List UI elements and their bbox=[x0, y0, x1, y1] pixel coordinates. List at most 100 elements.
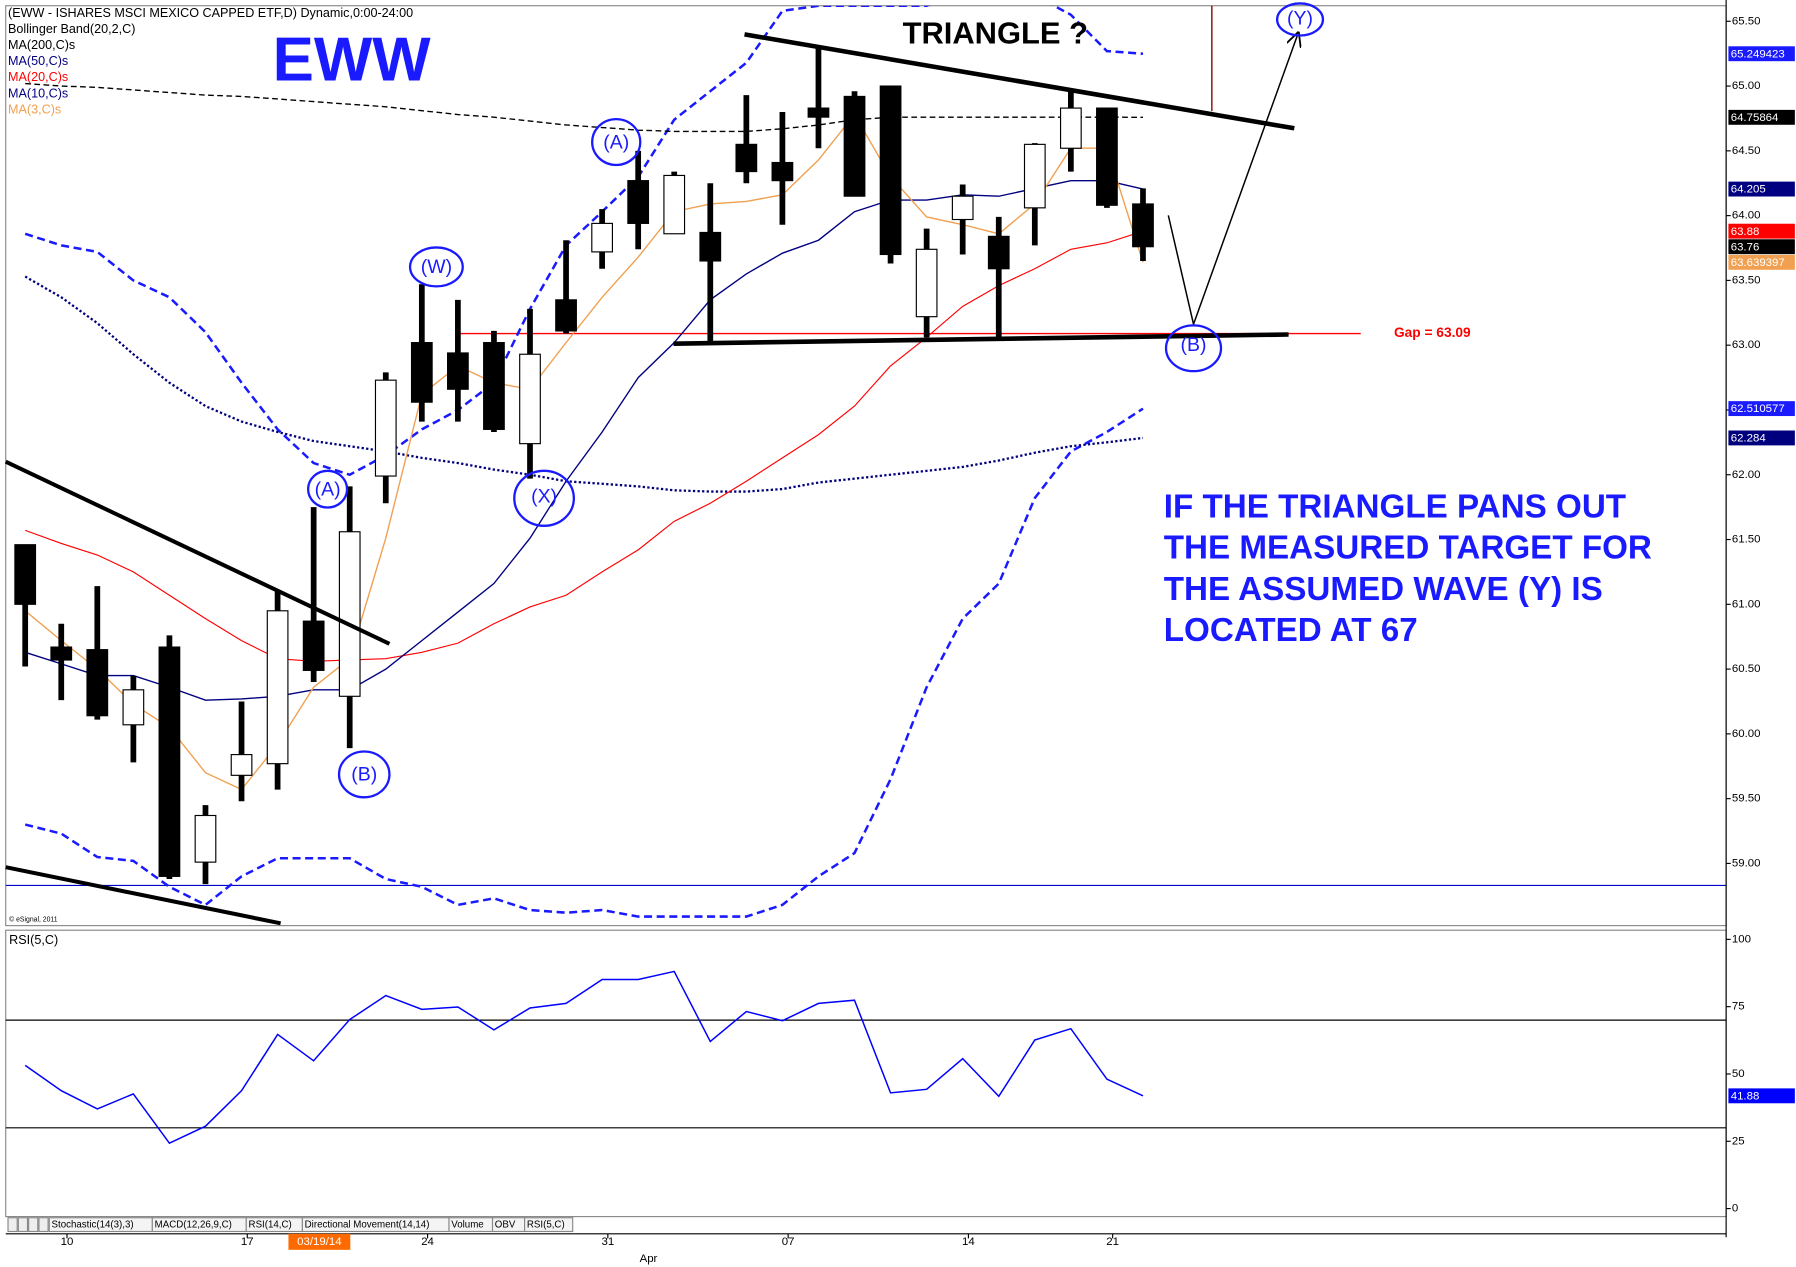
x-tick-label: 17 bbox=[241, 1236, 254, 1248]
candle-body bbox=[951, 195, 974, 221]
y-tick-label: 63.50 bbox=[1732, 274, 1761, 286]
candle-body bbox=[987, 235, 1010, 270]
y-tick-label: 59.00 bbox=[1732, 857, 1761, 869]
wave-label: (Y) bbox=[1287, 8, 1313, 30]
value-tag bbox=[1728, 1088, 1795, 1104]
x-tick-label: 24 bbox=[421, 1236, 434, 1248]
tab-label: Directional Movement(14,14) bbox=[305, 1220, 430, 1231]
value-tag bbox=[1728, 401, 1795, 417]
x-tick-label: 07 bbox=[782, 1236, 795, 1248]
candle-body bbox=[1059, 107, 1082, 149]
candle-body bbox=[519, 353, 541, 445]
candle-body bbox=[374, 379, 397, 477]
y-tick-label: 59.50 bbox=[1732, 793, 1761, 805]
panel-title: RSI(5,C) bbox=[9, 933, 58, 947]
candle-body bbox=[663, 174, 686, 235]
wave-label: (B) bbox=[1181, 334, 1207, 356]
candle-body bbox=[843, 95, 866, 197]
nav-button[interactable] bbox=[28, 1217, 39, 1233]
trendline bbox=[4, 459, 391, 646]
nav-button[interactable] bbox=[17, 1217, 29, 1233]
tab-label: RSI(14,C) bbox=[249, 1220, 292, 1231]
y-tick-label: 50 bbox=[1732, 1068, 1745, 1080]
y-tick-label: 0 bbox=[1732, 1203, 1738, 1215]
value-tag-label: 62.510577 bbox=[1731, 403, 1785, 415]
tab-bar: Stochastic(14(3),3) MACD(12,26,9,C) RSI(14… bbox=[7, 1217, 574, 1233]
candle-body bbox=[122, 689, 145, 726]
bollinger-band bbox=[24, 407, 1144, 918]
x-tick-label: 21 bbox=[1106, 1236, 1119, 1248]
candle-body bbox=[915, 248, 938, 318]
legend-entry: MA(20,C)s bbox=[8, 70, 68, 84]
moving-average bbox=[25, 230, 1144, 662]
candle-body bbox=[807, 107, 830, 118]
value-tag bbox=[1728, 254, 1795, 270]
candle-body bbox=[14, 544, 37, 605]
candle-body bbox=[158, 646, 181, 877]
wave-circle bbox=[513, 469, 575, 527]
wave-circle bbox=[1164, 324, 1223, 373]
x-tick-label: 10 bbox=[61, 1236, 74, 1248]
price-plot bbox=[5, 5, 1727, 918]
candle-body bbox=[86, 649, 109, 717]
value-tag bbox=[1728, 223, 1795, 239]
candle-body bbox=[483, 342, 505, 430]
value-tag bbox=[1728, 430, 1795, 446]
candle-body bbox=[591, 222, 613, 253]
wave-label: (X) bbox=[531, 485, 557, 507]
legend-entry: MA(3,C)s bbox=[8, 102, 61, 116]
candle-body bbox=[771, 161, 794, 182]
x-tick-label: 03/19/14 bbox=[297, 1236, 342, 1248]
note-line: THE MEASURED TARGET FOR bbox=[1164, 530, 1652, 567]
wave-circle bbox=[337, 750, 391, 799]
y-tick-label: 62.00 bbox=[1732, 469, 1761, 481]
wave-label: (B) bbox=[351, 764, 377, 786]
copyright: © eSignal, 2011 bbox=[9, 916, 58, 924]
x-tick-label: 31 bbox=[601, 1236, 614, 1248]
value-tag-label: 63.88 bbox=[1731, 226, 1760, 238]
wave-circle bbox=[408, 246, 464, 288]
plot-layer: 59.0059.5060.0060.5061.0061.5062.0062.50… bbox=[5, 5, 1795, 1265]
y-tick-label: 64.50 bbox=[1732, 145, 1761, 157]
candle-body bbox=[194, 814, 217, 863]
wave-label: (W) bbox=[421, 256, 452, 278]
value-tag bbox=[1728, 109, 1795, 125]
nav-button[interactable] bbox=[7, 1217, 18, 1233]
note-line: LOCATED AT 67 bbox=[1164, 612, 1418, 649]
nav-button[interactable] bbox=[38, 1217, 49, 1233]
rsi-line bbox=[24, 970, 1144, 1145]
trendline bbox=[5, 865, 282, 926]
wave-label: (A) bbox=[315, 478, 341, 500]
tab-label: MACD(12,26,9,C) bbox=[155, 1220, 232, 1231]
x-tick-label: 14 bbox=[962, 1236, 975, 1248]
note-line: IF THE TRIANGLE PANS OUT bbox=[1164, 488, 1626, 525]
value-tag bbox=[1728, 239, 1795, 255]
wave-circle bbox=[306, 469, 349, 509]
y-tick-label: 61.50 bbox=[1732, 534, 1761, 546]
candle-body bbox=[266, 610, 289, 765]
value-tag-label: 63.639397 bbox=[1731, 257, 1785, 269]
candle-body bbox=[447, 352, 469, 390]
y-tick-label: 100 bbox=[1732, 933, 1751, 945]
tab-label: Stochastic(14(3),3) bbox=[52, 1220, 134, 1231]
tab-label: RSI(5,C) bbox=[527, 1220, 565, 1231]
moving-average bbox=[24, 275, 1144, 493]
y-tick-label: 65.00 bbox=[1732, 80, 1761, 92]
wave-circle bbox=[1275, 2, 1325, 37]
candle-body bbox=[338, 531, 361, 697]
y-tick-label: 65.50 bbox=[1732, 15, 1761, 27]
value-tag-label: 64.75864 bbox=[1731, 112, 1779, 124]
candle-body bbox=[1023, 143, 1046, 209]
value-tag-label: 64.205 bbox=[1731, 184, 1766, 196]
value-tag bbox=[1728, 46, 1795, 62]
candle-body bbox=[302, 620, 325, 671]
candle-body bbox=[410, 342, 433, 403]
candle-body bbox=[1096, 107, 1118, 206]
legend-entry: Bollinger Band(20,2,C) bbox=[8, 22, 135, 36]
y-tick-label: 63.00 bbox=[1732, 339, 1761, 351]
trendline bbox=[673, 332, 1289, 346]
candle-body bbox=[230, 754, 253, 776]
symbol-label: EWW bbox=[273, 25, 432, 94]
tab[interactable] bbox=[524, 1217, 574, 1233]
